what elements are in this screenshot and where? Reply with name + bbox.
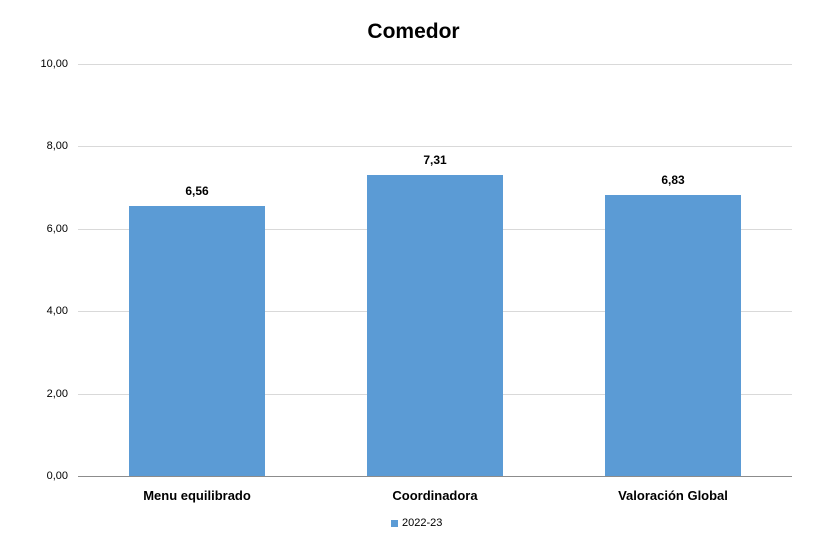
legend-label: 2022-23 xyxy=(402,517,443,529)
y-tick-label: 10,00 xyxy=(40,58,68,70)
bar xyxy=(129,205,265,476)
data-label: 6,56 xyxy=(185,183,209,198)
plot-area: 6,56 7,31 6,83 xyxy=(78,64,792,477)
legend-swatch xyxy=(391,519,398,527)
y-tick-label: 2,00 xyxy=(46,387,68,400)
gridline xyxy=(78,64,792,65)
y-tick-label: 8,00 xyxy=(46,140,68,153)
chart-title: Comedor xyxy=(367,20,460,43)
bar xyxy=(367,174,503,476)
x-tick-label: Valoración Global xyxy=(618,488,728,503)
data-label: 6,83 xyxy=(661,172,685,187)
gridline xyxy=(78,146,792,148)
x-tick-label: Menu equilibrado xyxy=(143,488,251,503)
x-axis-line xyxy=(78,476,792,477)
y-tick-label: 0,00 xyxy=(46,470,68,482)
data-label: 7,31 xyxy=(423,152,447,167)
y-tick-label: 4,00 xyxy=(46,305,68,318)
y-tick-label: 6,00 xyxy=(46,222,68,235)
bar xyxy=(605,194,741,476)
x-tick-label: Coordinadora xyxy=(392,488,478,503)
legend: 2022-23 xyxy=(391,517,442,529)
